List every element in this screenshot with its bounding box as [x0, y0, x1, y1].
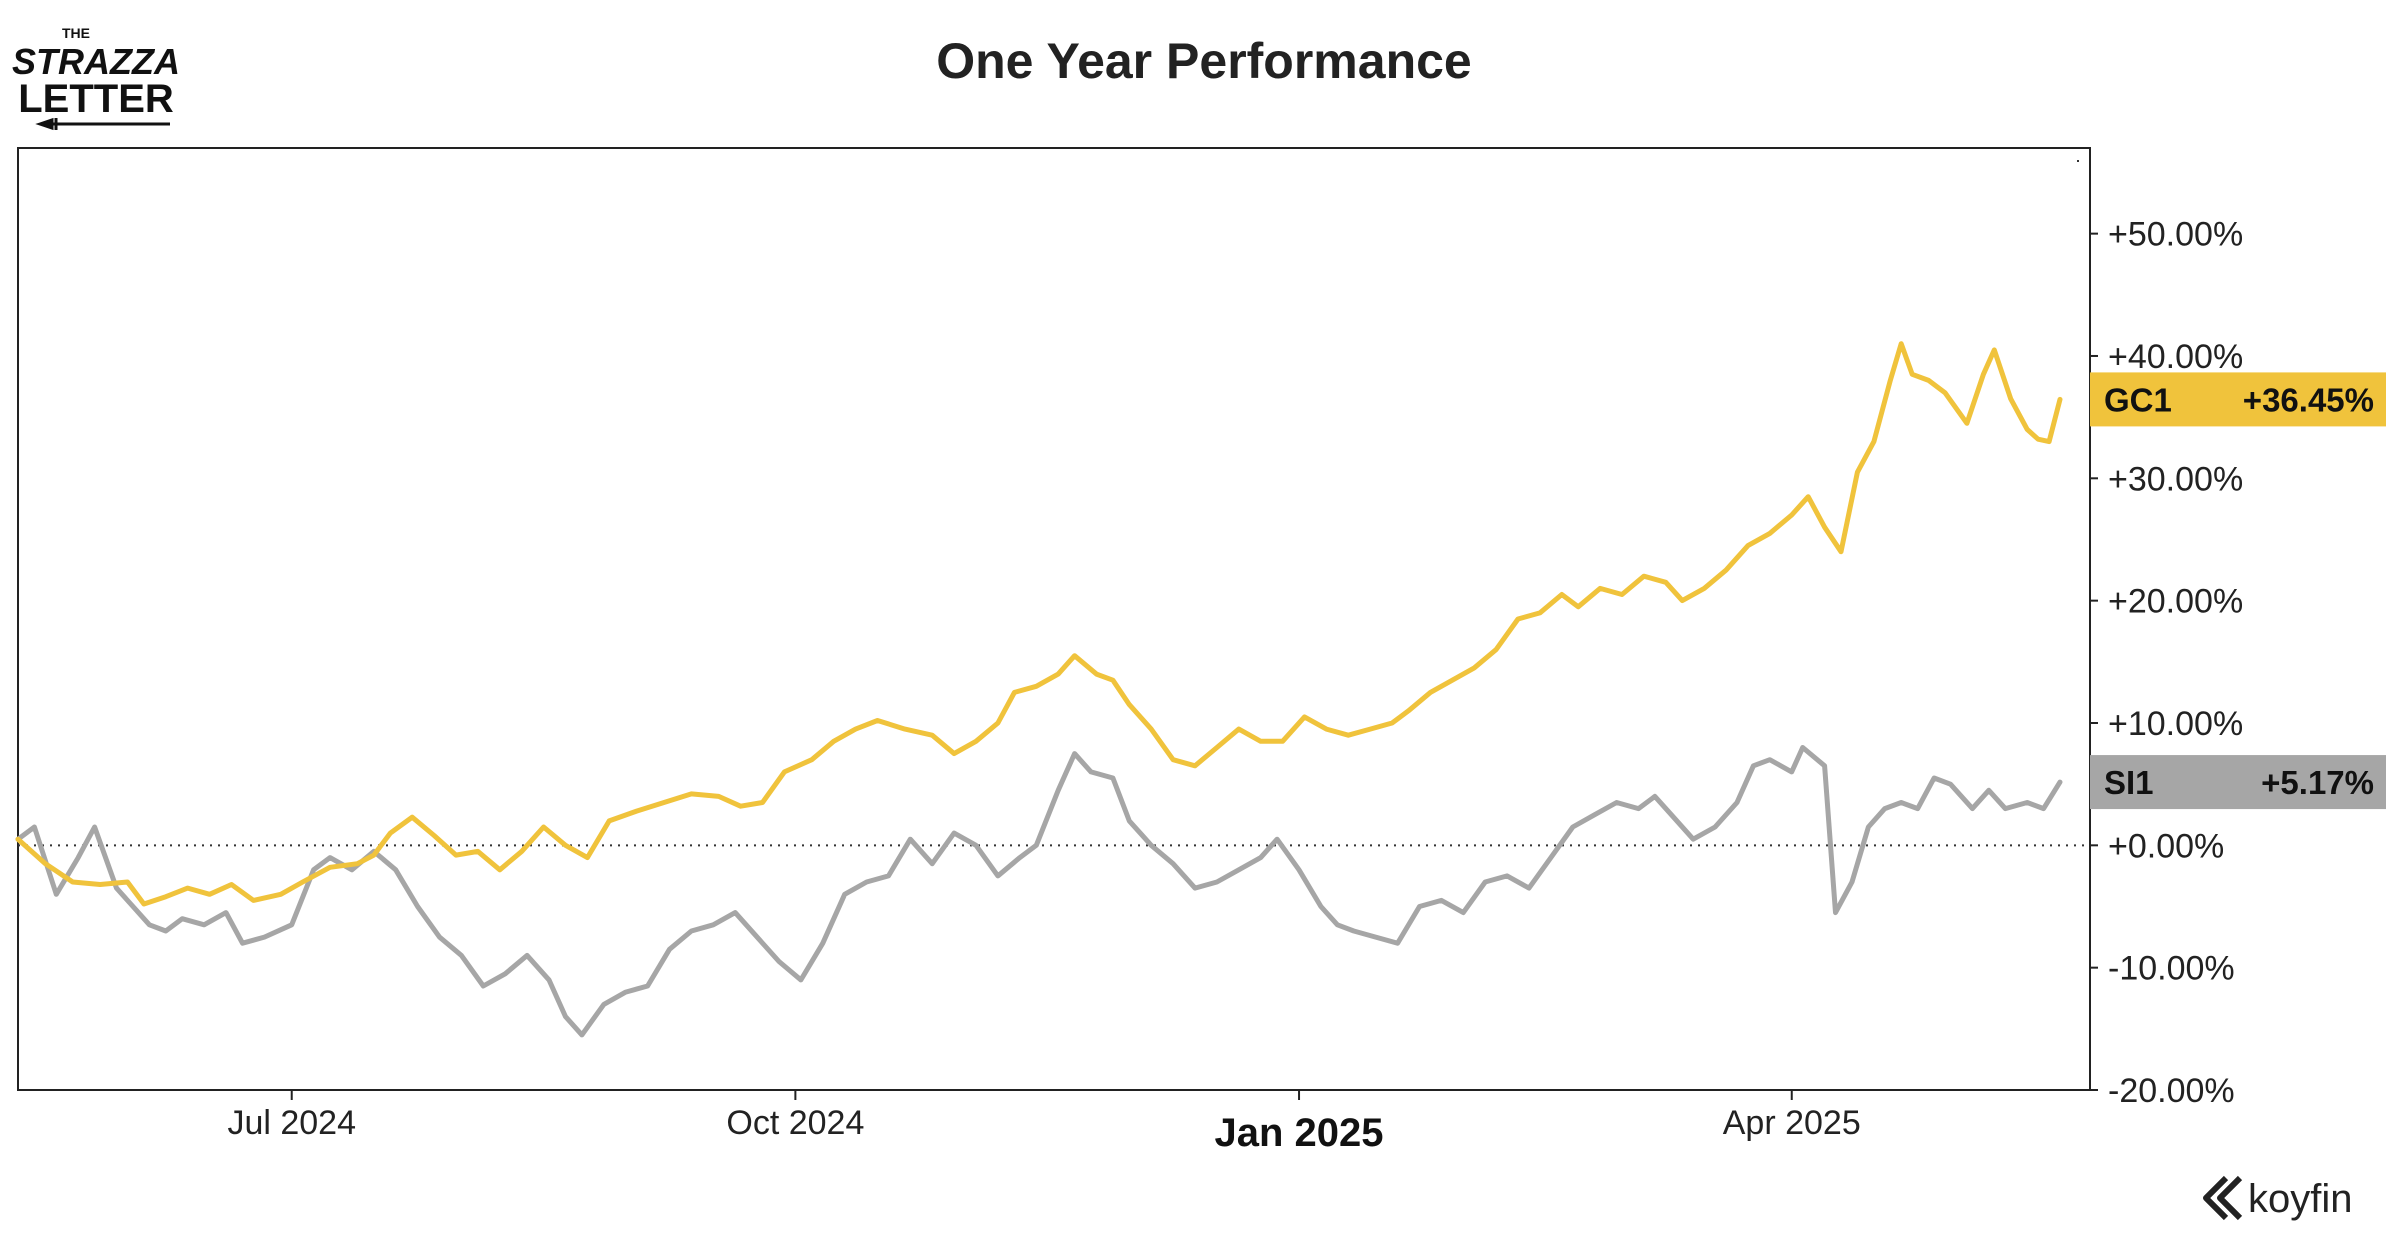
koyfin-wordmark: koyfin: [2248, 1177, 2353, 1221]
corner-dot: [2077, 160, 2079, 162]
last-value-tags: GC1 +36.45% SI1 +5.17%: [2090, 372, 2386, 810]
last-value-tag-si1: SI1 +5.17%: [2090, 755, 2386, 810]
series-layer: [15, 341, 2063, 1038]
series-line-gc1: [15, 341, 2063, 907]
y-tick-label: -20.00%: [2108, 1072, 2235, 1110]
y-tick-label: +20.00%: [2108, 583, 2243, 621]
koyfin-brand: koyfin: [2203, 1175, 2353, 1221]
y-tick-label: -10.00%: [2108, 950, 2235, 988]
logo-line-1: THE: [62, 25, 90, 41]
strazza-letter-logo: THE STRAZZA LETTER: [12, 25, 180, 131]
tag-series-name: GC1: [2104, 381, 2172, 418]
logo-pen-icon: [35, 117, 170, 131]
y-axis: +50.00% +40.00% +30.00% +20.00% +10.00% +0.00…: [2090, 216, 2243, 1110]
last-value-tag-gc1: GC1 +36.45%: [2090, 372, 2386, 427]
x-tick-label: Jul 2024: [227, 1104, 356, 1142]
x-axis: Jul 2024 Oct 2024 Jan 2025 Apr 2025: [227, 1090, 1861, 1155]
x-tick-label: Oct 2024: [726, 1104, 864, 1142]
y-tick-label: +30.00%: [2108, 460, 2243, 498]
koyfin-chevron-icon: [2203, 1175, 2243, 1221]
tag-series-value: +5.17%: [2261, 764, 2374, 801]
tag-series-value: +36.45%: [2243, 381, 2374, 418]
logo-line-2: STRAZZA: [12, 41, 180, 82]
y-tick-label: +0.00%: [2108, 827, 2224, 865]
logo-line-3: LETTER: [18, 77, 174, 121]
x-tick-label: Apr 2025: [1723, 1104, 1861, 1142]
plot-frame: [17, 147, 2091, 1091]
y-tick-label: +10.00%: [2108, 705, 2243, 743]
series-line-si1: [15, 745, 2063, 1038]
y-tick-label: +40.00%: [2108, 338, 2243, 376]
chart-title: One Year Performance: [936, 33, 1471, 89]
x-tick-label: Jan 2025: [1215, 1111, 1384, 1155]
tag-background: [2090, 755, 2386, 810]
tag-series-name: SI1: [2104, 764, 2154, 801]
y-tick-label: +50.00%: [2108, 216, 2243, 254]
tag-background: [2090, 372, 2386, 427]
